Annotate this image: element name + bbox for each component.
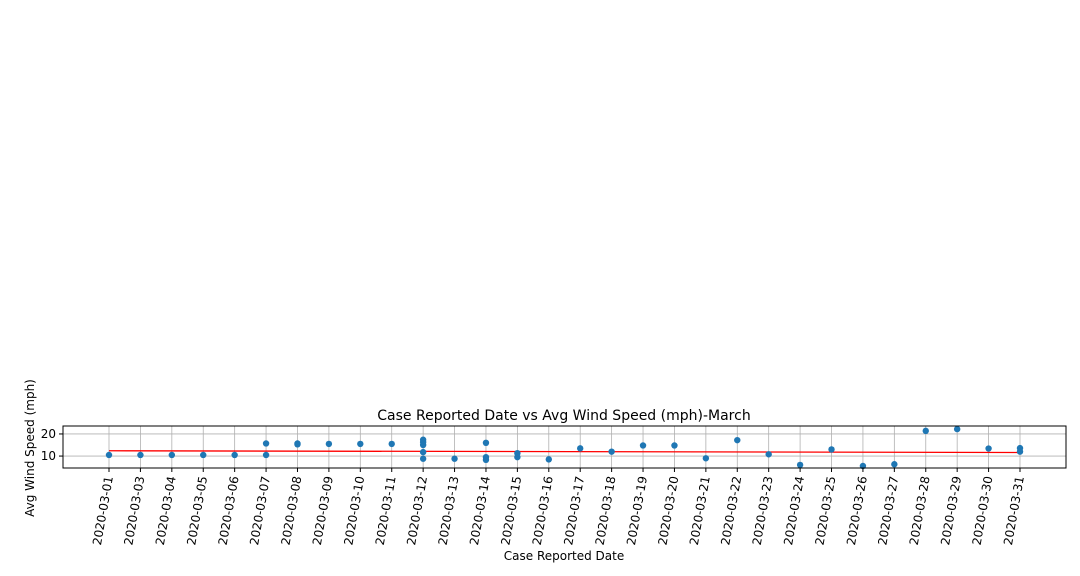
- y-axis-label: Avg Wind Speed (mph): [23, 379, 37, 517]
- data-point: [796, 461, 804, 469]
- data-point: [922, 427, 929, 435]
- chart-title: Case Reported Date vs Avg Wind Speed (mp…: [377, 408, 750, 424]
- data-point: [168, 451, 176, 459]
- data-point: [482, 439, 490, 446]
- data-point: [828, 446, 835, 453]
- y-tick-label: 20: [41, 427, 56, 441]
- data-point: [985, 445, 992, 452]
- trendline: [108, 450, 1021, 454]
- data-point: [231, 451, 238, 459]
- data-point: [294, 441, 301, 448]
- data-point: [639, 442, 647, 449]
- data-point: [702, 455, 710, 462]
- data-point: [200, 451, 207, 459]
- data-point: [262, 451, 270, 459]
- data-point: [357, 440, 364, 448]
- data-point: [514, 453, 521, 461]
- data-point: [765, 451, 772, 458]
- data-point: [953, 425, 961, 433]
- data-point: [608, 448, 615, 455]
- y-tick-label: 10: [41, 449, 56, 463]
- data-point: [137, 451, 144, 459]
- data-point: [734, 436, 741, 444]
- data-point: [577, 445, 584, 452]
- data-point: [325, 440, 333, 448]
- data-point: [451, 455, 458, 462]
- x-axis-label: Case Reported Date: [504, 549, 624, 563]
- data-point: [419, 455, 427, 462]
- data-point: [388, 440, 395, 448]
- data-point: [545, 456, 552, 463]
- data-point: [262, 440, 270, 447]
- data-point: [105, 451, 113, 459]
- data-point: [419, 441, 427, 449]
- data-point: [419, 448, 427, 456]
- data-point: [482, 456, 490, 464]
- plot-frame: [62, 425, 1067, 469]
- data-point: [1016, 448, 1024, 455]
- data-point: [671, 442, 678, 449]
- data-point: [891, 461, 898, 468]
